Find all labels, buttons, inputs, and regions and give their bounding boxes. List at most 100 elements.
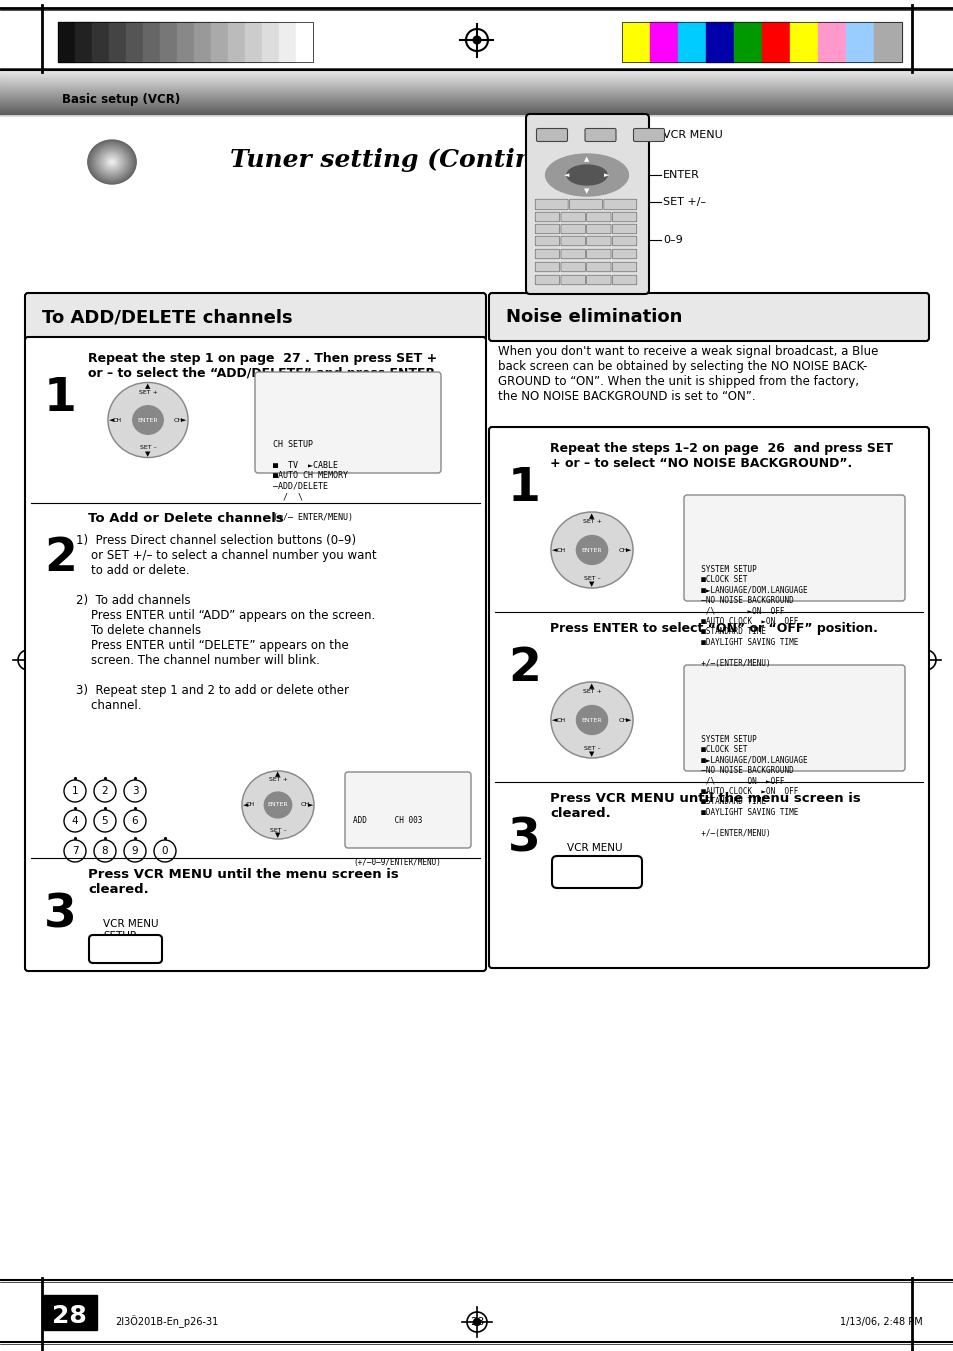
Text: SET –: SET –	[139, 446, 156, 450]
FancyBboxPatch shape	[612, 262, 637, 272]
Text: 1: 1	[71, 786, 78, 796]
Text: ENTER: ENTER	[662, 170, 700, 180]
Text: SYSTEM SETUP
  ■CLOCK SET
  ■►LANGUAGE/DOM.LANGUAGE
  –NO NOISE BACKGROUND
   /\: SYSTEM SETUP ■CLOCK SET ■►LANGUAGE/DOM.L…	[691, 735, 807, 838]
FancyBboxPatch shape	[560, 276, 585, 285]
Text: Press VCR MENU until the menu screen is
cleared.: Press VCR MENU until the menu screen is …	[88, 867, 398, 896]
Bar	[193, 22, 211, 62]
FancyBboxPatch shape	[586, 249, 611, 259]
FancyBboxPatch shape	[586, 236, 611, 246]
Text: ENTER: ENTER	[137, 417, 158, 423]
Circle shape	[473, 1319, 480, 1325]
Bar	[705, 22, 733, 62]
Text: ◄: ◄	[110, 417, 114, 423]
Ellipse shape	[576, 705, 607, 735]
Text: ►: ►	[603, 172, 609, 178]
Ellipse shape	[91, 143, 132, 181]
Text: To Add or Delete channels: To Add or Delete channels	[88, 512, 283, 526]
Text: SET –: SET –	[270, 828, 286, 832]
FancyBboxPatch shape	[612, 212, 637, 222]
Ellipse shape	[103, 154, 121, 170]
FancyBboxPatch shape	[603, 199, 637, 209]
Text: 1/13/06, 2:48 PM: 1/13/06, 2:48 PM	[840, 1317, 922, 1327]
Ellipse shape	[90, 142, 133, 182]
FancyBboxPatch shape	[254, 372, 440, 473]
Text: 0–9: 0–9	[662, 235, 682, 245]
Bar	[109, 22, 126, 62]
Ellipse shape	[102, 153, 122, 172]
FancyBboxPatch shape	[560, 262, 585, 272]
Ellipse shape	[100, 151, 124, 173]
FancyBboxPatch shape	[612, 236, 637, 246]
FancyBboxPatch shape	[612, 276, 637, 285]
Ellipse shape	[576, 535, 607, 565]
FancyBboxPatch shape	[612, 249, 637, 259]
Bar	[245, 22, 262, 62]
Text: Press VCR MENU until the menu screen is
cleared.: Press VCR MENU until the menu screen is …	[550, 792, 860, 820]
Text: SET –: SET –	[583, 746, 599, 751]
Ellipse shape	[109, 159, 115, 165]
FancyBboxPatch shape	[586, 224, 611, 234]
Bar	[42, 1296, 97, 1329]
Ellipse shape	[551, 512, 633, 588]
Text: Press ENTER to select “ON” or “OFF” position.: Press ENTER to select “ON” or “OFF” posi…	[550, 621, 877, 635]
Ellipse shape	[99, 150, 125, 174]
FancyBboxPatch shape	[552, 857, 641, 888]
Bar	[75, 22, 91, 62]
Bar	[278, 22, 295, 62]
FancyBboxPatch shape	[535, 249, 559, 259]
Bar	[295, 22, 313, 62]
Ellipse shape	[110, 159, 114, 163]
Text: Basic setup (VCR): Basic setup (VCR)	[62, 93, 180, 107]
FancyBboxPatch shape	[535, 224, 559, 234]
FancyBboxPatch shape	[586, 262, 611, 272]
Ellipse shape	[108, 382, 188, 458]
Bar	[211, 22, 228, 62]
FancyBboxPatch shape	[569, 199, 602, 209]
FancyBboxPatch shape	[535, 262, 559, 272]
Text: ▲: ▲	[589, 513, 594, 519]
Bar	[91, 22, 109, 62]
Text: SET +: SET +	[582, 519, 600, 524]
FancyBboxPatch shape	[586, 276, 611, 285]
FancyBboxPatch shape	[560, 249, 585, 259]
Text: 6: 6	[132, 816, 138, 825]
Text: ▼: ▼	[145, 451, 151, 457]
FancyBboxPatch shape	[612, 224, 637, 234]
Text: VCR MENU: VCR MENU	[662, 130, 722, 141]
Text: SET –: SET –	[583, 576, 599, 581]
Text: ENTER: ENTER	[581, 717, 601, 723]
Text: ▲: ▲	[145, 384, 151, 389]
Text: ENTER: ENTER	[268, 802, 288, 808]
FancyBboxPatch shape	[683, 665, 904, 771]
Ellipse shape	[97, 149, 126, 176]
FancyBboxPatch shape	[633, 128, 664, 142]
FancyBboxPatch shape	[25, 293, 485, 340]
Text: SET +: SET +	[138, 389, 157, 394]
Text: ◄: ◄	[243, 802, 248, 808]
Text: CH: CH	[173, 417, 183, 423]
Ellipse shape	[107, 157, 117, 168]
FancyBboxPatch shape	[25, 336, 485, 971]
Text: 28: 28	[51, 1304, 87, 1328]
FancyBboxPatch shape	[525, 113, 648, 295]
Ellipse shape	[132, 405, 163, 434]
Text: 7: 7	[71, 846, 78, 857]
Text: 0: 0	[162, 846, 168, 857]
FancyBboxPatch shape	[489, 427, 928, 969]
Text: 9: 9	[132, 846, 138, 857]
Bar	[733, 22, 761, 62]
Ellipse shape	[88, 141, 136, 184]
Text: ▲: ▲	[275, 771, 280, 777]
Bar	[58, 22, 313, 62]
FancyBboxPatch shape	[89, 935, 162, 963]
Text: Repeat the step 1 on page  27 . Then press SET +
or – to select the “ADD/DELETE”: Repeat the step 1 on page 27 . Then pres…	[88, 353, 439, 380]
Ellipse shape	[105, 155, 118, 168]
Text: VCR MENU
SETUP: VCR MENU SETUP	[103, 919, 158, 940]
Text: When you don't want to receive a weak signal broadcast, a Blue
back screen can b: When you don't want to receive a weak si…	[497, 345, 878, 403]
Text: 1: 1	[507, 466, 540, 511]
Text: To ADD/DELETE channels: To ADD/DELETE channels	[42, 308, 293, 326]
Bar	[621, 22, 901, 62]
Text: Repeat the steps 1–2 on page  26  and press SET
+ or – to select “NO NOISE BACKG: Repeat the steps 1–2 on page 26 and pres…	[550, 442, 892, 470]
FancyBboxPatch shape	[560, 212, 585, 222]
Text: CH: CH	[300, 802, 310, 808]
